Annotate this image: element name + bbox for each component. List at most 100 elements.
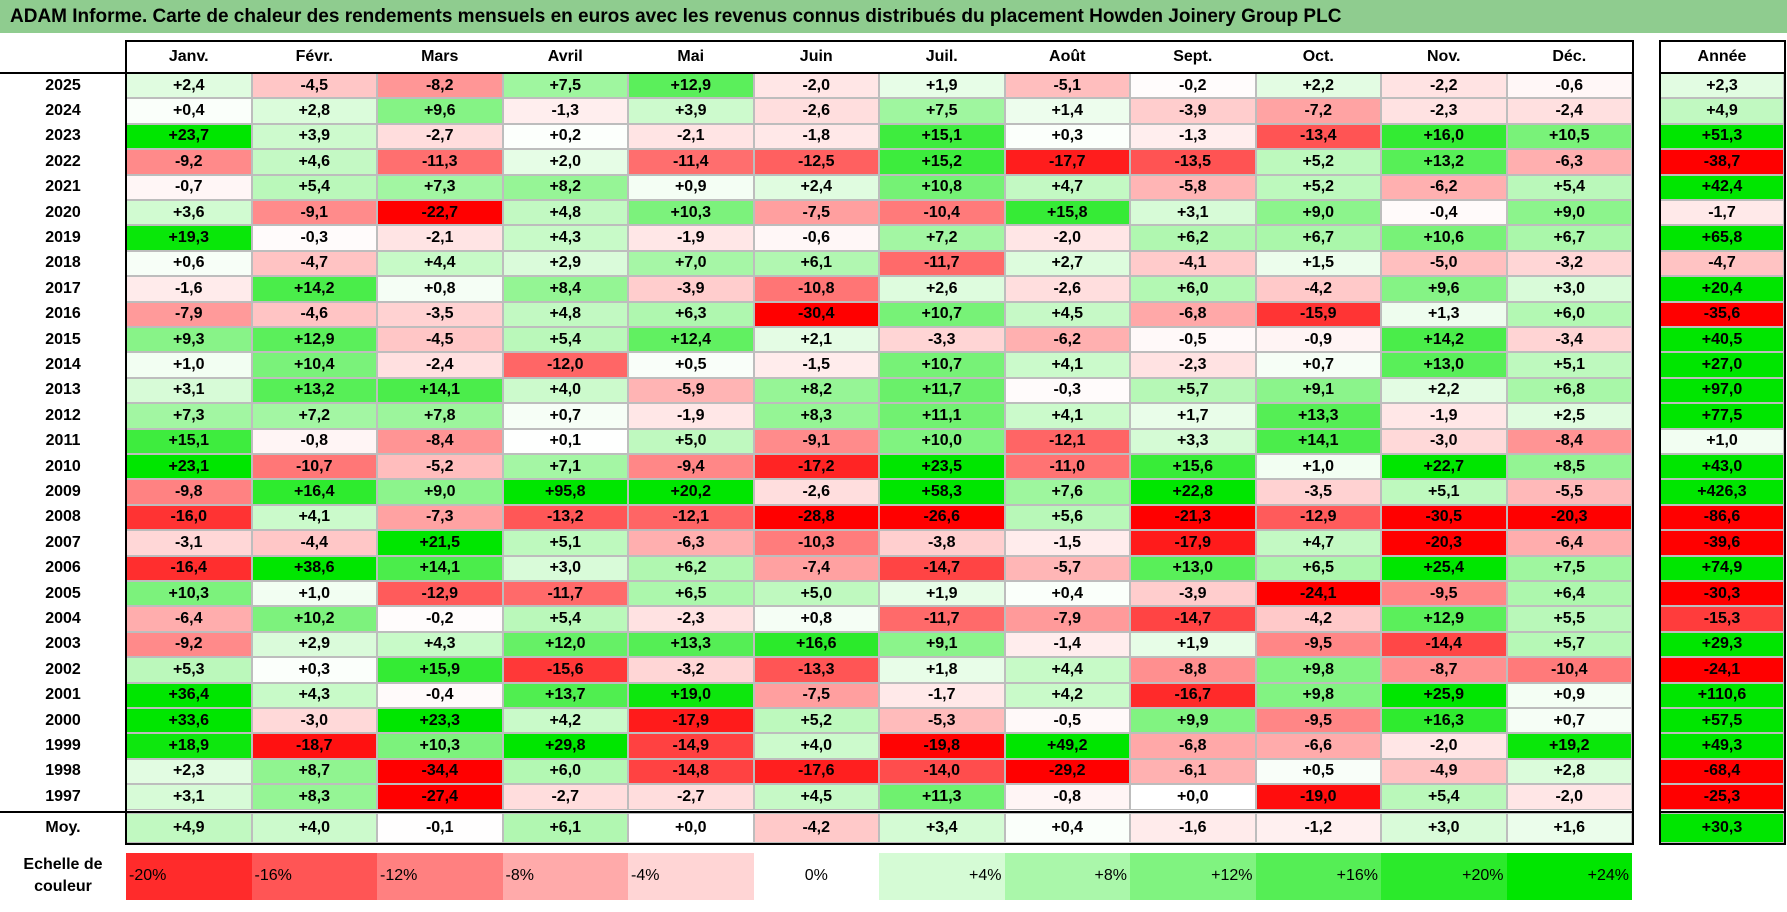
heatmap-cell: +6,5 — [628, 581, 754, 607]
heatmap-cell: -11,3 — [377, 149, 503, 175]
annual-cell: +1,0 — [1660, 428, 1784, 454]
row-year-label: 2025 — [45, 76, 81, 94]
heatmap-cell: -10,4 — [1506, 657, 1632, 683]
annual-cell: +40,5 — [1660, 327, 1784, 353]
annual-cell: -38,7 — [1660, 149, 1784, 175]
heatmap-cell: +19,2 — [1506, 733, 1632, 759]
heatmap-cell: -10,8 — [753, 276, 879, 302]
heatmap-cell: -1,6 — [126, 276, 252, 302]
heatmap-cell: +1,0 — [251, 581, 377, 607]
month-header: Févr. — [295, 47, 333, 65]
heatmap-cell: -19,0 — [1255, 784, 1381, 810]
heatmap-cell: -9,5 — [1255, 631, 1381, 658]
heatmap-cell: -34,4 — [377, 758, 503, 785]
heatmap-cell: +0,7 — [1255, 352, 1381, 378]
heatmap-cell: +23,7 — [126, 123, 252, 150]
month-header: Juin — [799, 47, 833, 65]
row-year-label: 2009 — [45, 483, 81, 501]
heatmap-cell: -2,6 — [753, 98, 879, 124]
heatmap-cell: +5,0 — [628, 428, 754, 454]
heatmap-cell: -4,1 — [1130, 250, 1256, 277]
legend-step: -16% — [251, 852, 377, 900]
heatmap-cell: -0,6 — [753, 225, 879, 251]
heatmap-cell: -9,2 — [126, 149, 252, 175]
heatmap-cell: +33,6 — [126, 708, 252, 734]
heatmap-cell: +6,0 — [502, 758, 628, 785]
heatmap-cell: -8,4 — [1506, 428, 1632, 454]
heatmap-cell: -2,4 — [377, 352, 503, 378]
report-title: ADAM Informe. Carte de chaleur des rende… — [0, 0, 1787, 33]
heatmap-cell: +7,1 — [502, 454, 628, 480]
heatmap-cell: -16,0 — [126, 504, 252, 531]
heatmap-cell: -6,4 — [126, 606, 252, 632]
heatmap-cell: +1,8 — [879, 657, 1005, 683]
heatmap-cell: +7,8 — [377, 403, 503, 429]
heatmap-cell: +5,4 — [1381, 784, 1507, 810]
heatmap-cell: -3,8 — [879, 530, 1005, 556]
legend-step: +8% — [1004, 852, 1130, 900]
heatmap-cell: +29,8 — [502, 733, 628, 759]
heatmap-cell: -14,9 — [628, 733, 754, 759]
heatmap-cell: -1,7 — [879, 682, 1005, 708]
annual-cell: +51,3 — [1660, 123, 1784, 150]
row-year-label: 2015 — [45, 330, 81, 348]
heatmap-cell: -2,0 — [1506, 784, 1632, 810]
annual-cell: +77,5 — [1660, 403, 1784, 429]
heatmap-cell: -1,9 — [1381, 403, 1507, 429]
heatmap-cell: +3,1 — [126, 377, 252, 404]
legend-step: +4% — [879, 852, 1005, 900]
heatmap-cell: -0,8 — [1004, 784, 1130, 810]
row-year-label: 2011 — [45, 432, 81, 450]
heatmap-cell: +4,0 — [502, 377, 628, 404]
row-year-label: 2007 — [45, 533, 81, 551]
heatmap-cell: -4,7 — [251, 250, 377, 277]
heatmap-cell: +5,2 — [1255, 174, 1381, 200]
heatmap-cell: +10,3 — [377, 733, 503, 759]
heatmap-cell: -4,2 — [1255, 606, 1381, 632]
heatmap-cell: -5,8 — [1130, 174, 1256, 200]
year-column-header: Année — [1697, 47, 1747, 65]
heatmap-cell: +0,3 — [251, 657, 377, 683]
heatmap-cell: -17,7 — [1004, 149, 1130, 175]
heatmap-cell: +6,2 — [628, 555, 754, 581]
heatmap-cell: -7,5 — [753, 682, 879, 708]
row-year-label: 2019 — [45, 229, 81, 247]
heatmap-cell: +4,2 — [1004, 682, 1130, 708]
annual-cell: +65,8 — [1660, 225, 1784, 251]
heatmap-cell: +5,7 — [1130, 377, 1256, 404]
heatmap-cell: -7,4 — [753, 555, 879, 581]
heatmap-cell: +4,0 — [753, 733, 879, 759]
heatmap-cell: -5,5 — [1506, 479, 1632, 505]
annual-cell: +42,4 — [1660, 174, 1784, 200]
heatmap-cell: -5,9 — [628, 377, 754, 404]
heatmap-cell: -1,9 — [628, 225, 754, 251]
heatmap-cell: -13,4 — [1255, 123, 1381, 150]
legend-step: -12% — [377, 852, 503, 900]
header-separator — [0, 72, 1633, 74]
average-row-label: Moy. — [45, 818, 81, 836]
row-year-label: 2008 — [45, 508, 81, 526]
heatmap-cell: -11,7 — [502, 581, 628, 607]
heatmap-cell: -17,9 — [628, 708, 754, 734]
heatmap-cell: -11,0 — [1004, 454, 1130, 480]
row-year-label: 2013 — [45, 381, 81, 399]
heatmap-cell: +7,5 — [1506, 555, 1632, 581]
heatmap-cell: +3,0 — [502, 555, 628, 581]
legend-step: +20% — [1381, 852, 1507, 900]
heatmap-cell: -0,7 — [126, 174, 252, 200]
heatmap-cell: -10,4 — [879, 200, 1005, 226]
heatmap-cell: +2,2 — [1255, 73, 1381, 99]
heatmap-cell: +6,3 — [628, 301, 754, 327]
heatmap-cell: -12,0 — [502, 352, 628, 378]
heatmap-cell: -18,7 — [251, 733, 377, 759]
heatmap-cell: -17,6 — [753, 758, 879, 785]
heatmap-cell: -17,2 — [753, 454, 879, 480]
heatmap-cell: -3,1 — [126, 530, 252, 556]
heatmap-cell: +3,1 — [1130, 200, 1256, 226]
heatmap-cell: +8,3 — [251, 784, 377, 810]
heatmap-cell: +10,7 — [879, 352, 1005, 378]
annual-cell: +74,9 — [1660, 555, 1784, 581]
heatmap-cell: +3,6 — [126, 200, 252, 226]
annual-cell: +110,6 — [1660, 682, 1784, 708]
heatmap-cell: -21,3 — [1130, 504, 1256, 531]
